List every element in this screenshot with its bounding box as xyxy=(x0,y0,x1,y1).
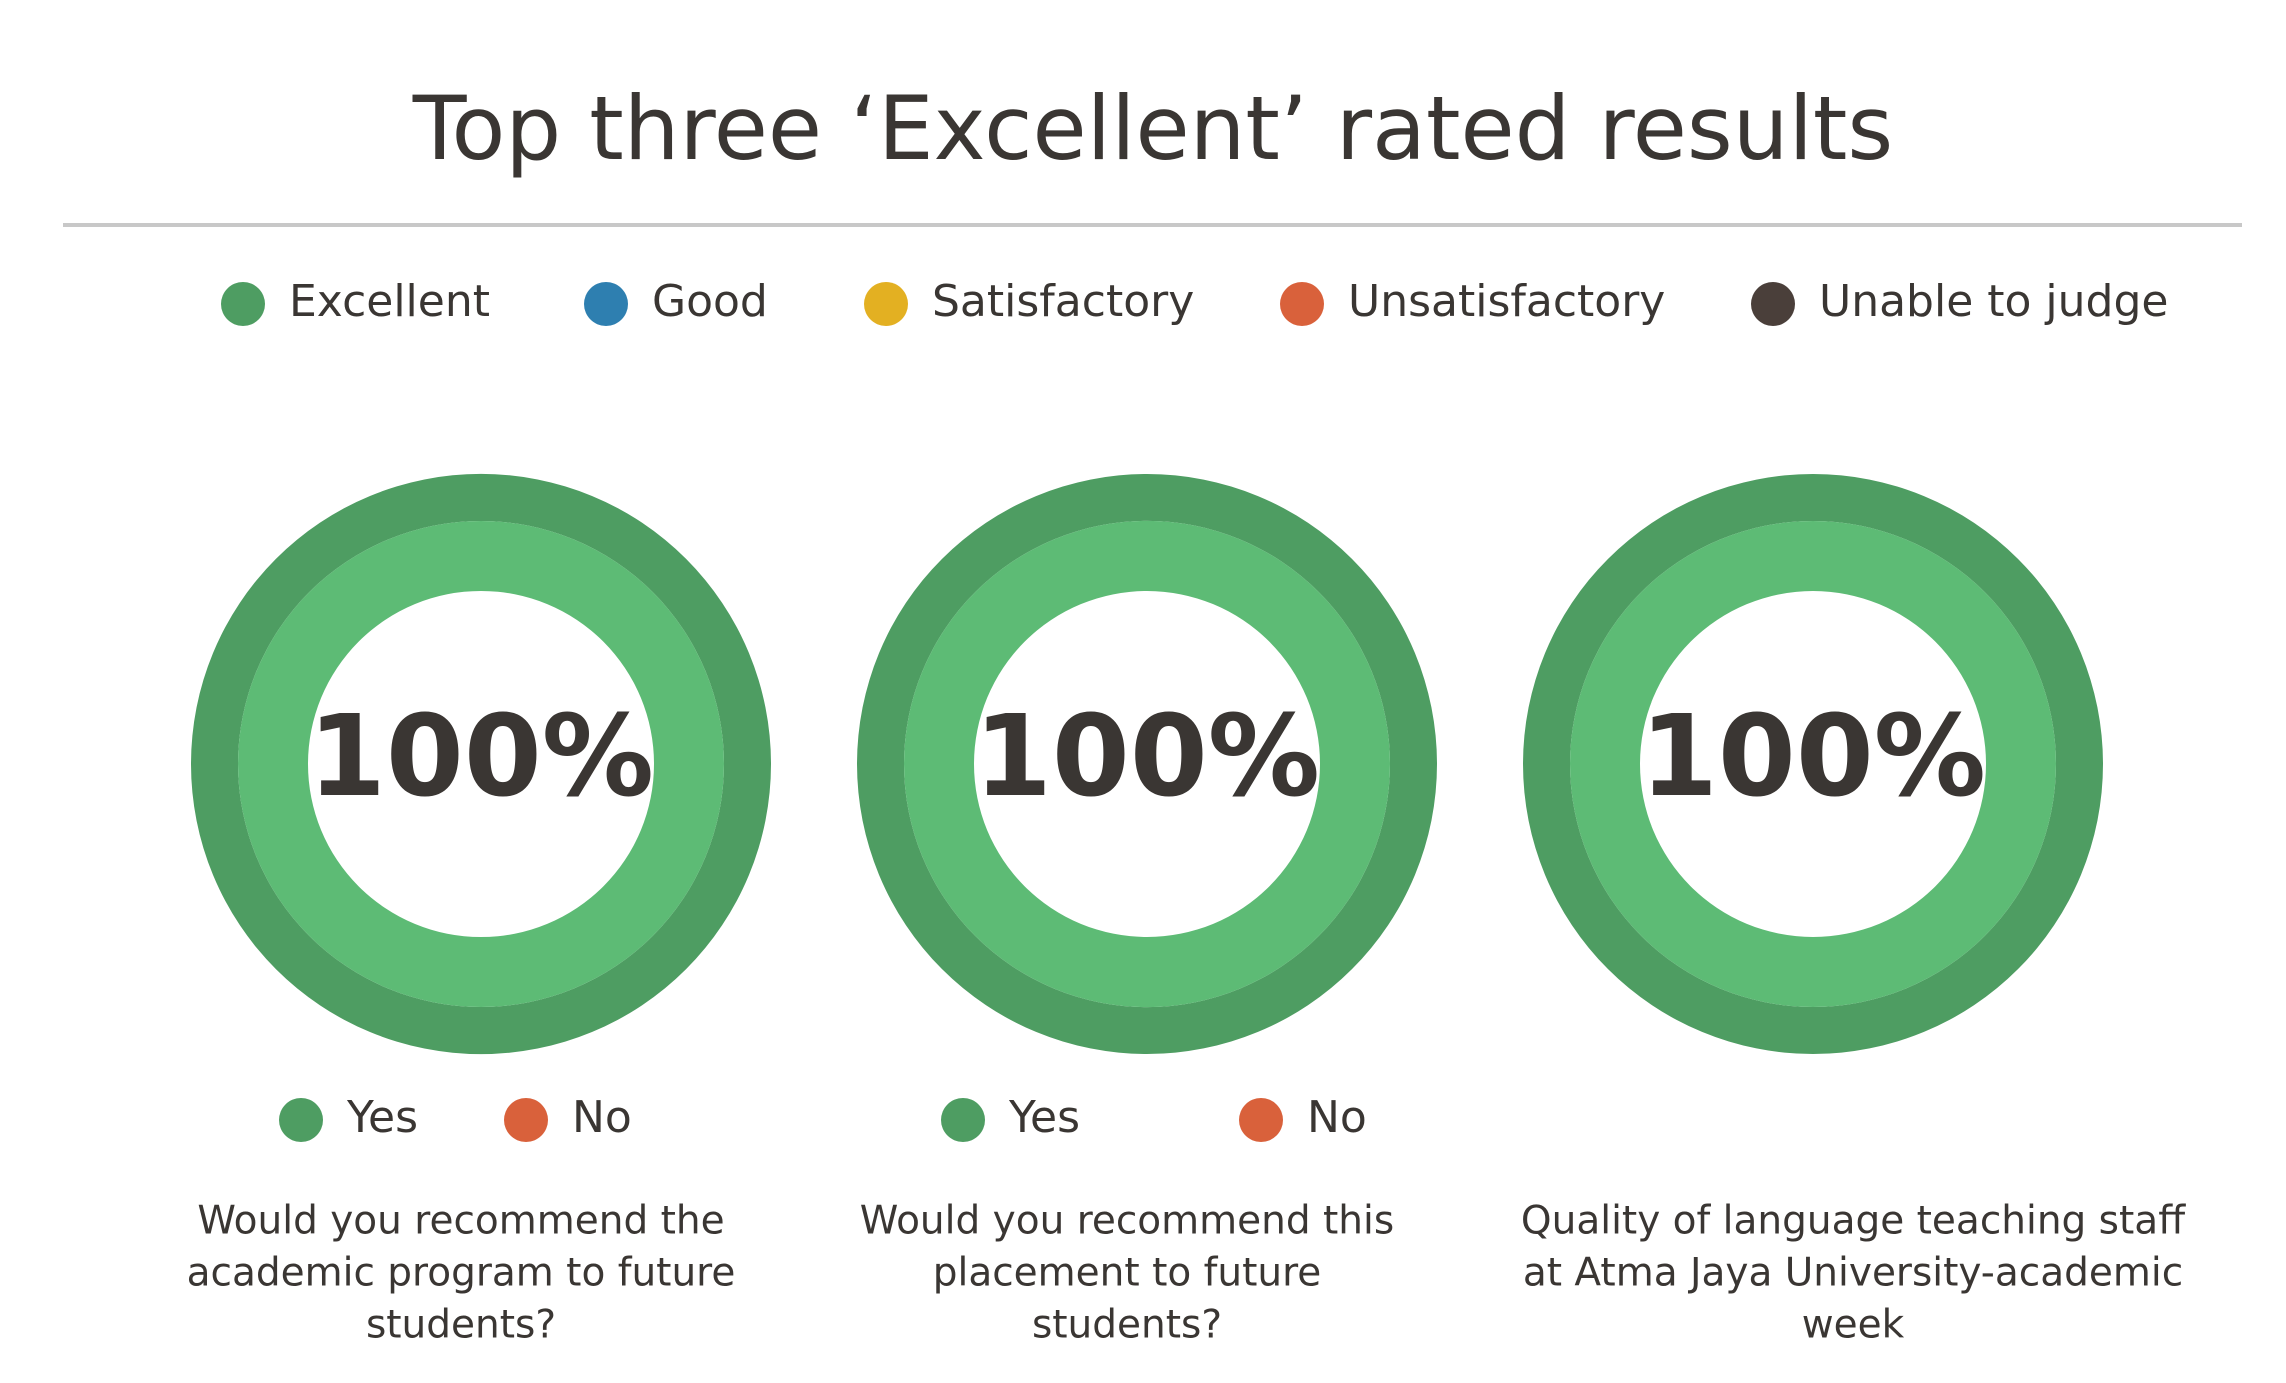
caption: Would you recommend this xyxy=(860,1199,1394,1244)
caption: academic program to future xyxy=(187,1251,736,1296)
caption: at Atma Jaya University-academic xyxy=(1523,1251,2183,1296)
legend-label: Yes xyxy=(346,1092,418,1143)
legend-dot xyxy=(941,1098,985,1142)
title: Top three ‘Excellent’ rated results xyxy=(412,77,1894,180)
caption: students? xyxy=(1032,1303,1222,1348)
legend-dot xyxy=(1239,1098,1283,1142)
center-label: 100% xyxy=(974,692,1320,822)
legend-label: Good xyxy=(652,276,768,327)
legend-dot xyxy=(1280,282,1324,326)
legend-dot xyxy=(864,282,908,326)
caption: week xyxy=(1802,1303,1905,1348)
legend-dot xyxy=(279,1098,323,1142)
legend-dot xyxy=(504,1098,548,1142)
legend-label: Unsatisfactory xyxy=(1348,276,1665,327)
center-label: 100% xyxy=(1640,692,1986,822)
legend-dot xyxy=(584,282,628,326)
legend-label: Excellent xyxy=(289,276,490,327)
center-label: 100% xyxy=(308,692,654,822)
legend-label: Unable to judge xyxy=(1819,276,2168,327)
caption: Would you recommend the xyxy=(197,1199,724,1244)
legend-label: Satisfactory xyxy=(932,276,1194,327)
legend-label: No xyxy=(1307,1092,1367,1143)
legend-dot xyxy=(221,282,265,326)
legend-dot xyxy=(1751,282,1795,326)
caption: students? xyxy=(366,1303,556,1348)
caption: Quality of language teaching staff xyxy=(1521,1199,2186,1244)
legend-label: No xyxy=(572,1092,632,1143)
caption: placement to future xyxy=(933,1251,1322,1296)
legend-label: Yes xyxy=(1008,1092,1080,1143)
